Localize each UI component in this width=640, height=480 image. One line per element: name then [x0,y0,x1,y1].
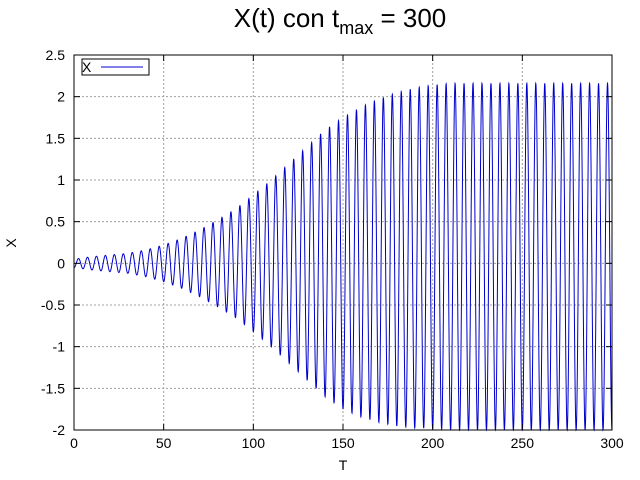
chart-title-subscript: max [339,18,373,38]
x-axis-label: T [339,457,348,473]
y-tick-label: 0.5 [46,214,66,230]
chart-title-suffix: = 300 [373,3,446,33]
y-tick-label: -0.5 [41,297,65,313]
y-tick-label: 2.5 [46,47,66,63]
x-tick-label: 100 [242,435,266,451]
chart-title-main: X(t) con t [234,3,340,33]
legend-label: X [82,59,92,75]
grid-layer [74,55,612,430]
y-tick-label: 1.5 [46,130,66,146]
x-tick-label: 300 [600,435,624,451]
y-tick-label: 2 [57,89,65,105]
legend: X [81,58,150,76]
y-tick-label: -2 [53,422,66,438]
x-tick-label: 0 [70,435,78,451]
tick-layer: 0 50 100 150 200 250 300 -2 -1.5 -1 -0.5 0 0.5 1 1.5 2 2… [41,47,624,451]
x-tick-label: 250 [511,435,535,451]
x-tick-label: 150 [331,435,355,451]
x-tick-label: 50 [156,435,172,451]
y-tick-label: -1.5 [41,380,65,396]
x-tick-label: 200 [421,435,445,451]
y-tick-label: 0 [57,255,65,271]
chart-title: X(t) con tmax = 300 [234,3,447,38]
y-axis-label: X [3,238,19,248]
y-tick-label: 1 [57,172,65,188]
y-tick-label: -1 [53,339,66,355]
